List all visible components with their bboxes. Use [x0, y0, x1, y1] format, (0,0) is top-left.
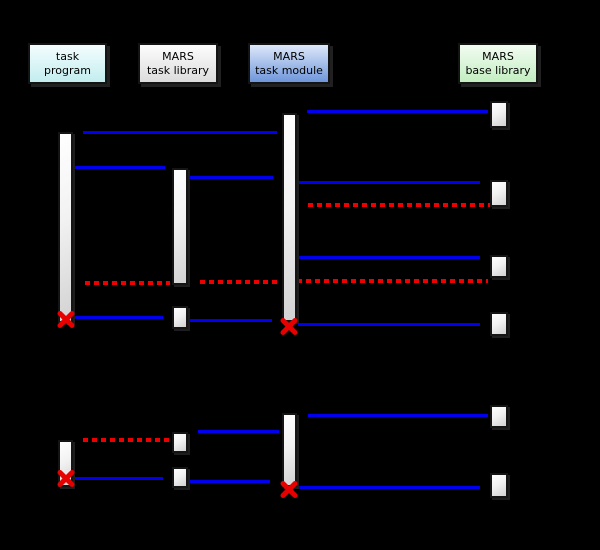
- call-message-line: [308, 414, 488, 417]
- actor-box-mars-task-library: MARS task library: [138, 43, 218, 84]
- return-message-line: [297, 279, 488, 283]
- activation-bar-program-scenario1: [58, 132, 73, 323]
- activation-bar-library-scenario1-second: [172, 306, 188, 329]
- return-message-line: [85, 281, 170, 285]
- activation-bar-library-scenario2-first: [172, 432, 188, 453]
- activation-bar-base-scenario1-b: [490, 180, 508, 207]
- actor-label: MARS: [482, 49, 514, 63]
- activation-bar-library-scenario2-second: [172, 467, 188, 488]
- actor-label: program: [44, 63, 91, 77]
- call-message-line: [307, 110, 488, 113]
- termination-x-program-scenario2-end: [56, 468, 76, 488]
- actor-label: MARS: [273, 49, 305, 63]
- activation-bar-base-scenario2-a: [490, 405, 508, 428]
- actor-label: task: [55, 49, 80, 63]
- activation-bar-module-scenario2: [282, 413, 297, 487]
- termination-x-program-scenario1-end: [56, 309, 76, 329]
- activation-bar-library-scenario1-first: [172, 168, 188, 285]
- call-message-line: [75, 477, 163, 480]
- return-message-line: [200, 280, 281, 284]
- call-message-line: [83, 131, 277, 134]
- actor-box-mars-base-library: MARS base library: [458, 43, 538, 84]
- call-message-line: [190, 319, 272, 322]
- call-message-line: [298, 486, 480, 489]
- return-message-line: [308, 203, 490, 207]
- actor-label: task module: [255, 63, 323, 77]
- call-message-line: [298, 323, 480, 326]
- call-message-line: [298, 256, 480, 259]
- actor-label: MARS: [162, 49, 194, 63]
- activation-bar-module-scenario1: [282, 113, 297, 322]
- actor-label: base library: [465, 63, 531, 77]
- actor-box-mars-task-module: MARS task module: [248, 43, 330, 84]
- actor-box-task-program: task program: [28, 43, 107, 84]
- call-message-line: [298, 181, 480, 184]
- activation-bar-base-scenario2-b: [490, 473, 508, 498]
- termination-x-module-scenario2-end: [279, 479, 299, 499]
- call-message-line: [198, 430, 279, 433]
- activation-bar-base-scenario1-c: [490, 255, 508, 278]
- actor-label: task library: [146, 63, 210, 77]
- return-message-line: [83, 438, 170, 442]
- activation-bar-base-scenario1-a: [490, 101, 508, 128]
- activation-bar-base-scenario1-d: [490, 312, 508, 336]
- termination-x-module-scenario1-end: [279, 316, 299, 336]
- call-message-line: [190, 176, 273, 179]
- call-message-line: [73, 166, 165, 169]
- call-message-line: [75, 316, 163, 319]
- call-message-line: [190, 480, 270, 483]
